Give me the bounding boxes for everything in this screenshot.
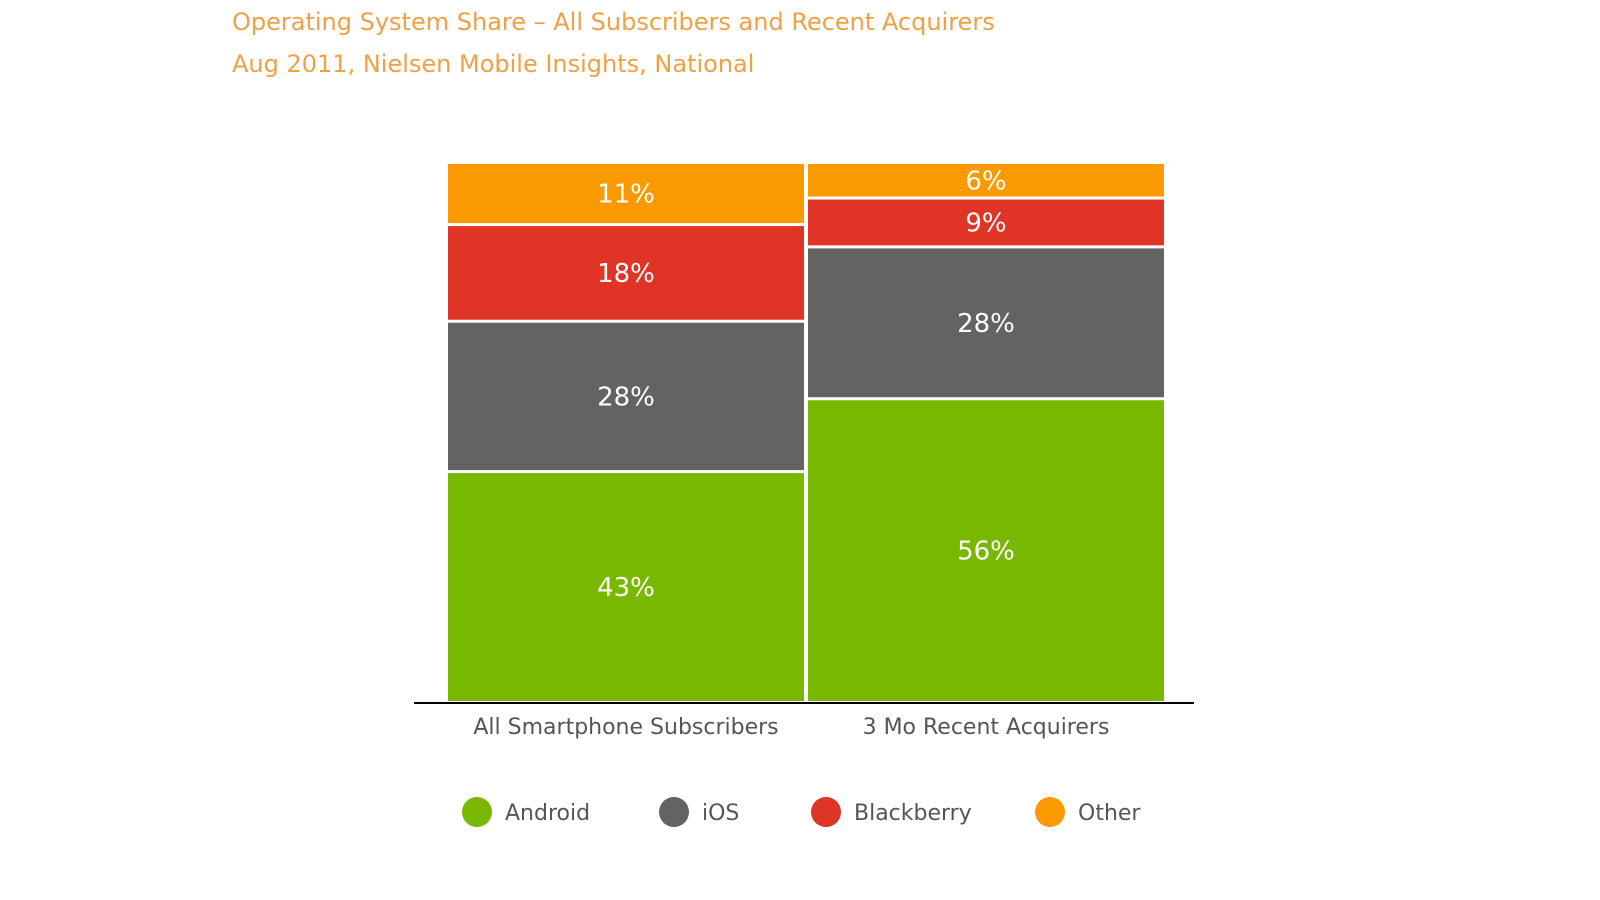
legend-label-blackberry: Blackberry	[854, 801, 972, 826]
bar-ios-all-smartphone-subscribers	[448, 322, 804, 471]
legend-label-android: Android	[505, 801, 590, 826]
bar-android-all-smartphone-subscribers	[448, 473, 804, 701]
legend-marker-blackberry	[811, 797, 841, 827]
data-label-other-all-smartphone-subscribers: 11%	[597, 180, 655, 210]
bar-android-3-mo-recent-acquirers	[808, 400, 1164, 701]
legend-marker-android	[462, 797, 492, 827]
legend-marker-ios	[659, 797, 689, 827]
data-label-ios-3-mo-recent-acquirers: 28%	[957, 309, 1015, 339]
bar-ios-3-mo-recent-acquirers	[808, 248, 1164, 398]
legend: Android iOS Blackberry Other	[462, 797, 1141, 827]
data-label-other-3-mo-recent-acquirers: 6%	[965, 166, 1006, 196]
chart-title: Operating System Share – All Subscribers…	[232, 8, 995, 36]
bar-other-all-smartphone-subscribers	[448, 164, 804, 224]
data-label-blackberry-3-mo-recent-acquirers: 9%	[965, 208, 1006, 238]
data-label-ios-all-smartphone-subscribers: 28%	[597, 382, 655, 412]
category-label-all-smartphone-subscribers: All Smartphone Subscribers	[473, 715, 778, 740]
bars-group: 43% 28% 18% 11% 56% 28% 9% 6%	[448, 164, 1164, 701]
chart-subtitle: Aug 2011, Nielsen Mobile Insights, Natio…	[232, 50, 755, 78]
category-label-3-mo-recent-acquirers: 3 Mo Recent Acquirers	[863, 715, 1110, 740]
bar-blackberry-3-mo-recent-acquirers	[808, 199, 1164, 246]
category-labels: All Smartphone Subscribers 3 Mo Recent Ac…	[473, 715, 1109, 740]
data-label-blackberry-all-smartphone-subscribers: 18%	[597, 259, 655, 289]
data-label-android-3-mo-recent-acquirers: 56%	[957, 537, 1015, 567]
bar-other-3-mo-recent-acquirers	[808, 164, 1164, 197]
legend-label-other: Other	[1078, 801, 1141, 826]
bar-blackberry-all-smartphone-subscribers	[448, 226, 804, 320]
legend-marker-other	[1035, 797, 1065, 827]
data-label-android-all-smartphone-subscribers: 43%	[597, 573, 655, 603]
legend-label-ios: iOS	[702, 801, 739, 826]
